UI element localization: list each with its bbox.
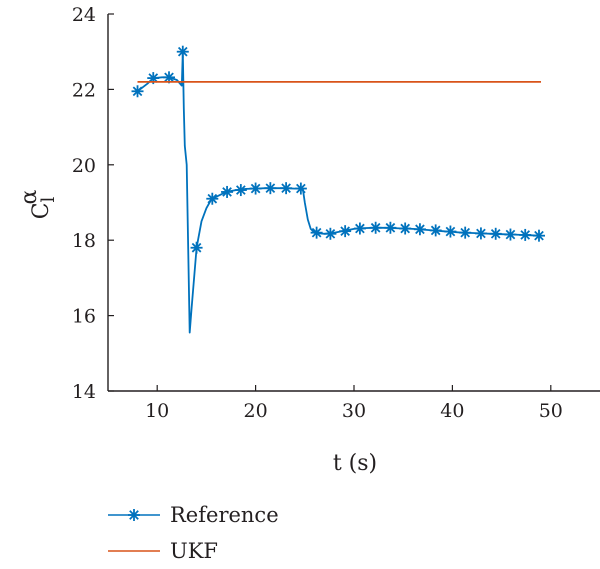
data-point-reference: [310, 226, 323, 239]
x-tick-label: 10: [145, 400, 169, 422]
x-tick-label: 20: [244, 400, 268, 422]
x-axis-label: t (s): [333, 451, 377, 476]
data-point-reference: [339, 225, 352, 238]
data-point-reference: [504, 228, 517, 241]
y-tick-label: 16: [72, 306, 96, 328]
legend-item-reference: Reference: [108, 497, 279, 533]
y-tick-label: 24: [72, 4, 96, 26]
data-point-reference: [249, 182, 262, 195]
data-point-reference: [221, 185, 234, 198]
data-point-reference: [206, 192, 219, 205]
y-tick-label: 20: [72, 155, 96, 177]
legend: Reference UKF: [108, 497, 279, 569]
y-axis-label-sub: l: [38, 196, 59, 202]
series-layer: [131, 45, 545, 334]
data-point-reference: [444, 225, 457, 238]
y-tick-label: 22: [72, 79, 96, 101]
data-point-reference: [459, 226, 472, 239]
y-axis-label-sup: α: [17, 189, 42, 204]
data-point-reference: [384, 221, 397, 234]
data-point-reference: [369, 221, 382, 234]
legend-swatch-reference: [108, 503, 160, 527]
svg-text:Cl: Cl: [29, 196, 59, 219]
y-axis-label-main: C: [29, 202, 54, 219]
x-tick-label: 40: [440, 400, 464, 422]
x-tick-label: 30: [342, 400, 366, 422]
legend-label-ukf: UKF: [170, 539, 218, 563]
x-tick-label: 50: [539, 400, 563, 422]
data-point-reference: [532, 229, 545, 242]
data-point-reference: [324, 227, 337, 240]
data-point-reference: [264, 182, 277, 195]
data-point-reference: [413, 223, 426, 236]
y-axis-label: Cl α: [17, 189, 59, 219]
data-point-reference: [519, 228, 532, 241]
legend-item-ukf: UKF: [108, 533, 279, 569]
axis-ticks: 10 20 30 40 50 14 16 18 20 22 24: [72, 4, 563, 422]
data-point-reference: [294, 182, 307, 195]
y-tick-label: 18: [72, 230, 96, 252]
series-line-reference: [136, 50, 540, 334]
data-point-reference: [474, 227, 487, 240]
data-point-reference: [190, 241, 203, 254]
legend-swatch-ukf: [108, 539, 160, 563]
data-point-reference: [353, 222, 366, 235]
data-point-reference: [280, 182, 293, 195]
data-point-reference: [234, 184, 247, 197]
y-tick-label: 14: [72, 381, 96, 403]
data-point-reference: [429, 224, 442, 237]
data-point-reference: [489, 227, 502, 240]
legend-label-reference: Reference: [170, 503, 279, 527]
data-point-reference: [176, 45, 189, 58]
data-point-reference: [399, 222, 412, 235]
data-point-reference: [131, 85, 144, 98]
